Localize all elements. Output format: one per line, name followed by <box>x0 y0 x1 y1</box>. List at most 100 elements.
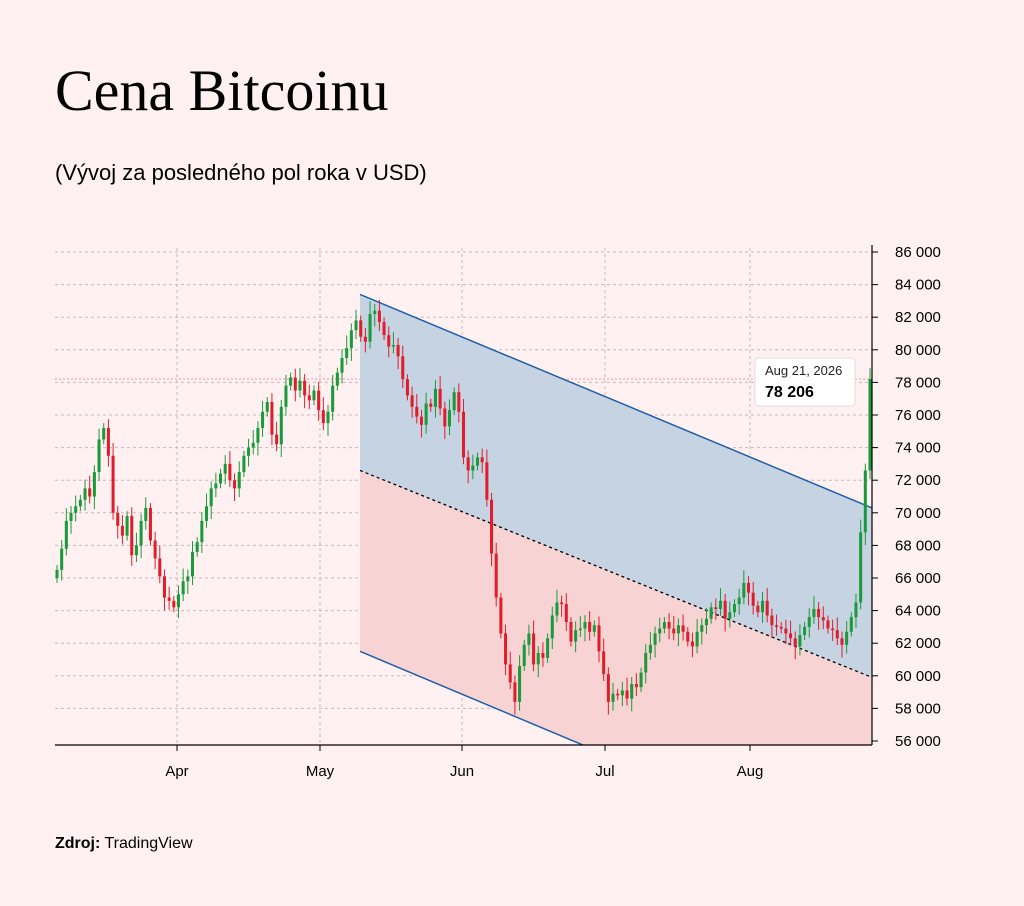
candle-up <box>583 622 587 629</box>
candle-up <box>845 631 849 645</box>
candle-up <box>60 548 64 570</box>
candle-up <box>742 582 746 598</box>
candle-up <box>849 617 853 632</box>
candle-up <box>471 465 475 471</box>
x-tick-label: Jul <box>595 763 614 780</box>
y-tick-label: 64 000 <box>895 603 941 620</box>
candle-up <box>578 628 582 631</box>
candle-up <box>64 520 68 549</box>
y-tick-label: 62 000 <box>895 635 941 652</box>
candle-down <box>233 480 237 489</box>
candle-down <box>293 377 297 391</box>
source-note: Zdroj: TradingView <box>55 835 193 853</box>
candle-up <box>695 631 699 647</box>
candle-up <box>676 625 680 634</box>
source-label: Zdroj: <box>55 835 101 852</box>
candle-down <box>130 516 134 556</box>
candle-down <box>415 406 419 417</box>
candle-down <box>826 620 830 629</box>
candle-up <box>700 625 704 632</box>
candle-down <box>499 597 503 634</box>
candle-down <box>461 411 466 458</box>
candle-up <box>190 551 195 577</box>
candle-up <box>312 390 316 401</box>
candle-up <box>242 455 246 473</box>
candle-up <box>340 357 344 373</box>
candle-up <box>863 470 867 533</box>
y-tick-label: 66 000 <box>895 570 941 587</box>
candle-up <box>798 635 802 647</box>
candle-up <box>424 403 428 425</box>
candle-up <box>859 532 863 603</box>
candle-down <box>228 463 232 481</box>
candle-up <box>181 581 185 595</box>
candle-up <box>368 313 372 342</box>
candle-down <box>606 674 610 702</box>
candle-up <box>97 439 101 473</box>
candle-up <box>279 406 283 445</box>
channel-mid-line <box>359 469 872 679</box>
candle-up <box>550 615 554 639</box>
channel-lower-line <box>359 650 585 745</box>
candle-up <box>807 617 811 627</box>
chart-subtitle: (Vývoj za posledného pol roka v USD) <box>55 160 427 185</box>
candle-down <box>686 631 690 642</box>
candle-down <box>756 605 760 613</box>
candle-down <box>835 630 839 639</box>
candle-down <box>588 622 592 632</box>
candle-down <box>359 320 363 337</box>
candle-up <box>83 488 87 500</box>
candle-up <box>335 372 339 386</box>
candle-up <box>522 644 526 667</box>
candle-up <box>284 385 288 407</box>
candle-up <box>868 379 872 471</box>
y-tick-label: 56 000 <box>895 733 941 750</box>
candle-up <box>592 625 596 632</box>
candle-down <box>714 607 718 609</box>
candle-up <box>223 463 227 474</box>
candle-down <box>429 403 433 407</box>
candle-up <box>204 506 209 521</box>
candle-down <box>690 641 694 647</box>
candle-down <box>569 622 573 642</box>
price-tooltip[interactable]: Aug 21, 2026 78 206 <box>754 357 856 407</box>
candle-down <box>162 576 166 598</box>
candle-up <box>709 607 713 619</box>
y-tick-label: 68 000 <box>895 537 941 554</box>
y-tick-label: 86 000 <box>895 244 941 261</box>
x-tick-label: Aug <box>737 763 764 780</box>
candle-up <box>803 626 807 636</box>
candle-down <box>303 380 307 396</box>
candle-up <box>452 392 456 411</box>
y-tick-label: 78 000 <box>895 374 941 391</box>
candle-down <box>466 457 470 471</box>
candle-down <box>158 558 162 577</box>
channel-lower-zone <box>360 470 872 745</box>
candle-up <box>536 652 540 665</box>
candle-up <box>326 411 330 424</box>
candle-up <box>732 604 737 613</box>
candle-up <box>555 602 559 616</box>
channel-upper-line <box>359 293 872 509</box>
candle-up <box>209 488 213 507</box>
candle-up <box>658 628 662 634</box>
tooltip-box <box>754 357 856 407</box>
candle-down <box>541 652 545 658</box>
y-tick-label: 74 000 <box>895 440 941 457</box>
candle-up <box>345 348 349 358</box>
candle-down <box>111 455 115 513</box>
candle-up <box>139 520 143 546</box>
candle-up <box>265 401 269 412</box>
candle-down <box>775 625 779 627</box>
candle-down <box>625 690 629 699</box>
candle-down <box>443 408 447 427</box>
candle-up <box>527 633 531 645</box>
candle-up <box>546 638 550 658</box>
candle-up <box>247 447 251 456</box>
candle-up <box>518 666 522 702</box>
y-tick-label: 60 000 <box>895 668 941 685</box>
candle-up <box>574 630 578 642</box>
candle-down <box>770 615 774 626</box>
candle-down <box>363 336 367 342</box>
